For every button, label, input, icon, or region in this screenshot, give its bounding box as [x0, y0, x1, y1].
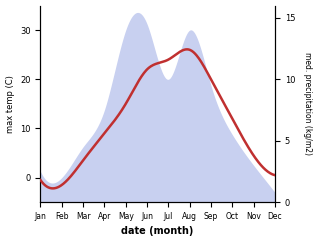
Y-axis label: max temp (C): max temp (C) [5, 75, 15, 133]
Y-axis label: med. precipitation (kg/m2): med. precipitation (kg/m2) [303, 52, 313, 155]
X-axis label: date (month): date (month) [121, 227, 194, 236]
